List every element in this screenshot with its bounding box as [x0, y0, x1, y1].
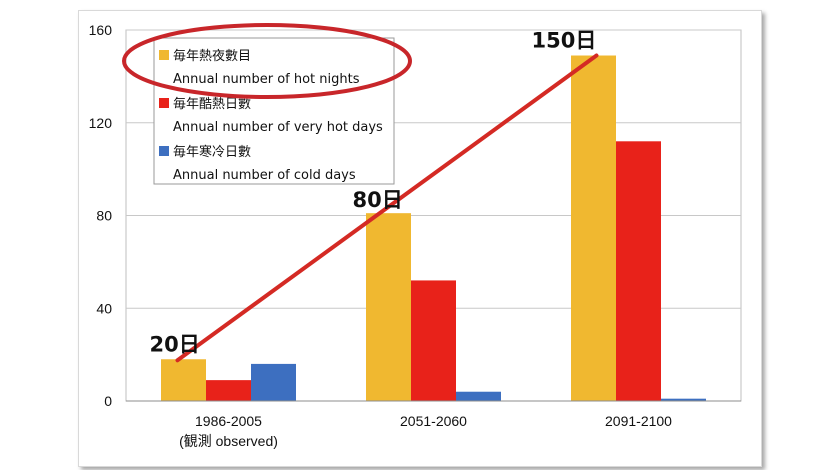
bar-series0-cat1	[366, 213, 411, 401]
y-tick-label-160: 160	[89, 22, 113, 38]
bar-series1-cat0	[206, 380, 251, 401]
highlight-ellipse	[122, 23, 412, 99]
legend-label-ja-0: 毎年熱夜數目	[173, 48, 251, 64]
y-tick-label-0: 0	[104, 393, 112, 409]
legend-swatch-1	[159, 98, 169, 108]
bar-series1-cat1	[411, 280, 456, 401]
legend-label-ja-1: 毎年酷熱日數	[173, 96, 251, 112]
annotation-0: 20日	[150, 332, 200, 356]
legend-swatch-2	[159, 146, 169, 156]
legend: 毎年熱夜數目 Annual number of hot nights 毎年酷熱日數 A…	[153, 37, 395, 185]
bar-series0-cat2	[571, 55, 616, 401]
annotation-2: 150日	[532, 29, 597, 53]
legend-label-en-1: Annual number of very hot days	[173, 120, 383, 135]
y-tick-label-80: 80	[96, 208, 112, 224]
axes: 0 40 80 120 160 1986-2005 (観測 observed) 2051-20…	[89, 22, 741, 449]
legend-label-en-2: Annual number of cold days	[173, 168, 356, 183]
bar-series2-cat1	[456, 391, 501, 401]
x-tick-label-0: 1986-2005	[195, 413, 262, 429]
y-tick-label-40: 40	[96, 300, 112, 316]
annotation-1: 80日	[353, 188, 403, 212]
x-tick-label-1: 2051-2060	[400, 413, 467, 429]
x-tick-label-2: 2091-2100	[605, 413, 672, 429]
trend-line	[175, 53, 599, 363]
legend-swatch-0	[159, 50, 169, 60]
bar-series2-cat0	[251, 363, 296, 401]
bar-series0-cat0	[161, 359, 206, 401]
bars	[161, 55, 706, 402]
bar-series2-cat2	[661, 398, 706, 401]
x-tick-sublabel-0: (観測 observed)	[179, 433, 278, 449]
legend-label-en-0: Annual number of hot nights	[173, 72, 360, 87]
y-tick-label-120: 120	[89, 115, 113, 131]
annotations: 20日 80日 150日	[122, 23, 599, 363]
legend-label-ja-2: 毎年寒冷日數	[173, 144, 251, 160]
bar-series1-cat2	[616, 141, 661, 402]
legend-box	[153, 37, 395, 185]
